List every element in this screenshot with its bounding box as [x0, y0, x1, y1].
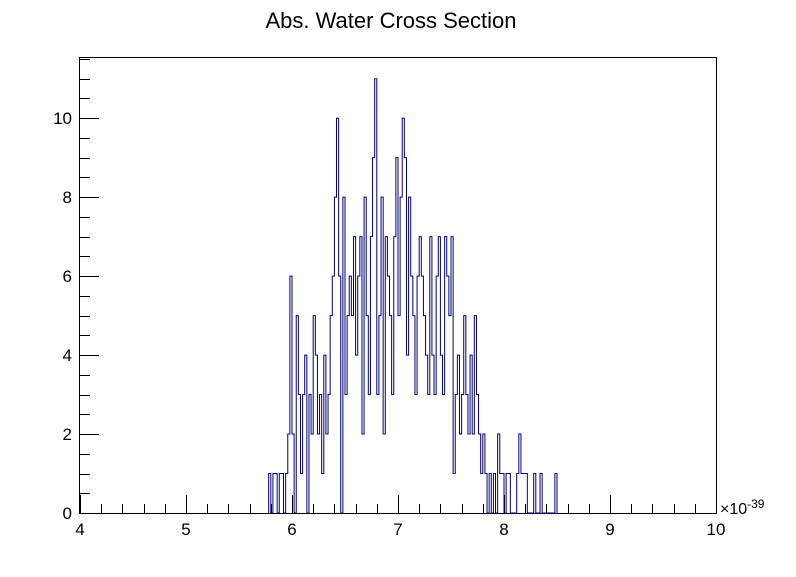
axis-tick-labels: 4 5 6 7 8 9 10 0 2 4 6 8 10: [53, 109, 725, 539]
histogram-series-line: [268, 78, 558, 514]
y-tick-label: 4: [63, 346, 72, 365]
x-tick-label: 5: [181, 520, 190, 539]
y-tick-label: 0: [63, 504, 72, 523]
chart-title: Abs. Water Cross Section: [265, 8, 516, 33]
x-axis-multiplier-label: ×10-39: [720, 497, 765, 518]
x-tick-label: 9: [605, 520, 614, 539]
x-tick-label: 8: [499, 520, 508, 539]
y-tick-label: 8: [63, 188, 72, 207]
x-tick-label: 10: [707, 520, 726, 539]
y-tick-label: 10: [53, 109, 72, 128]
y-tick-label: 2: [63, 425, 72, 444]
plot-frame: [79, 57, 717, 514]
axis-ticks: [80, 59, 717, 514]
x-tick-label: 7: [393, 520, 402, 539]
x-tick-label: 4: [75, 520, 84, 539]
x-tick-label: 6: [287, 520, 296, 539]
y-tick-label: 6: [63, 267, 72, 286]
